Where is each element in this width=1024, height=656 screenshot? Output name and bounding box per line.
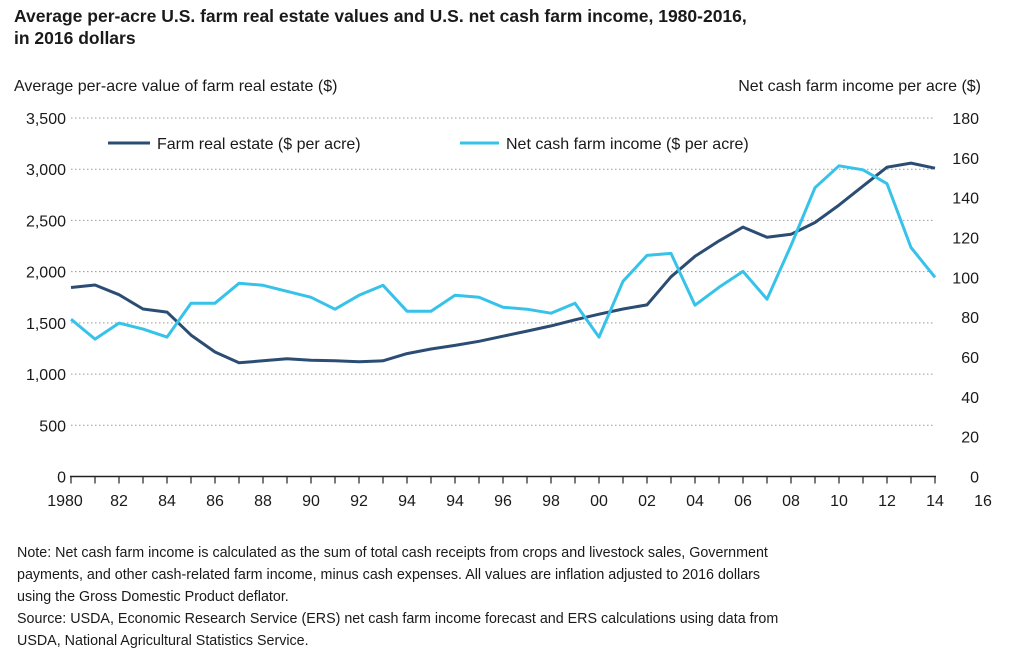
legend: Farm real estate ($ per acre) Net cash f… [108,136,749,153]
x-tick-label: 10 [830,493,848,510]
right-tick-label: 60 [961,350,979,367]
x-tick-label: 12 [878,493,896,510]
left-tick-label: 0 [57,470,66,487]
right-tick-label: 180 [952,111,979,128]
chart-title-line-2: in 2016 dollars [14,28,136,48]
left-tick-label: 1,500 [26,316,66,333]
x-tick-label: 98 [542,493,560,510]
left-tick-label: 3,000 [26,162,66,179]
x-tick-label: 90 [302,493,320,510]
x-tick-label: 86 [206,493,224,510]
right-tick-label: 0 [970,470,979,487]
x-tick-label: 1980 [47,493,83,510]
x-tick-label: 08 [782,493,800,510]
gridlines [71,117,935,426]
right-tick-label: 140 [952,191,979,208]
series-lines [70,161,937,365]
left-axis-title: Average per-acre value of farm real esta… [14,78,337,95]
x-tick-label: 04 [686,493,704,510]
x-tick-label: 06 [734,493,752,510]
x-axis: 1980 82 84 86 88 90 92 94 94 96 98 00 02 04 06 08 10 12 14… [47,475,992,510]
right-tick-label: 120 [952,231,979,248]
note-line-2: payments, and other cash-related farm in… [17,567,760,583]
x-tick-label: 96 [494,493,512,510]
series-line-net-cash-income [70,164,937,341]
x-tick-label: 94 [446,493,464,510]
note-line-3: using the Gross Domestic Product deflato… [17,589,289,605]
x-tick-label: 94 [398,493,416,510]
right-axis-title: Net cash farm income per acre ($) [738,78,981,95]
x-tick-label: 82 [110,493,128,510]
note-line-4: Source: USDA, Economic Research Service … [17,611,778,627]
chart-title-line-1: Average per-acre U.S. farm real estate v… [14,6,747,26]
legend-label-net-cash-income: Net cash farm income ($ per acre) [506,136,749,153]
note-line-1: Note: Net cash farm income is calculated… [17,545,768,561]
right-tick-label: 160 [952,151,979,168]
legend-label-farm-real-estate: Farm real estate ($ per acre) [157,136,361,153]
left-tick-label: 2,000 [26,265,66,282]
x-tick-label: 02 [638,493,656,510]
right-tick-label: 80 [961,310,979,327]
right-tick-label: 100 [952,270,979,287]
left-tick-label: 3,500 [26,111,66,128]
note-line-5: USDA, National Agricultural Statistics S… [17,633,309,649]
x-tick-label: 84 [158,493,176,510]
left-tick-label: 500 [39,418,66,435]
right-axis-ticks: 0 20 40 60 80 100 120 140 160 180 [952,111,979,487]
series-line-farm-real-estate [70,161,936,365]
notes: Note: Net cash farm income is calculated… [17,545,778,649]
x-tick-label: 88 [254,493,272,510]
left-tick-label: 2,500 [26,213,66,230]
right-tick-label: 20 [961,430,979,447]
right-tick-label: 40 [961,390,979,407]
left-axis-ticks: 0 500 1,000 1,500 2,000 2,500 3,000 3,500 [26,111,66,487]
x-tick-label: 14 [926,493,944,510]
x-tick-label: 92 [350,493,368,510]
x-tick-label: 16 [974,493,992,510]
x-tick-label: 00 [590,493,608,510]
left-tick-label: 1,000 [26,367,66,384]
